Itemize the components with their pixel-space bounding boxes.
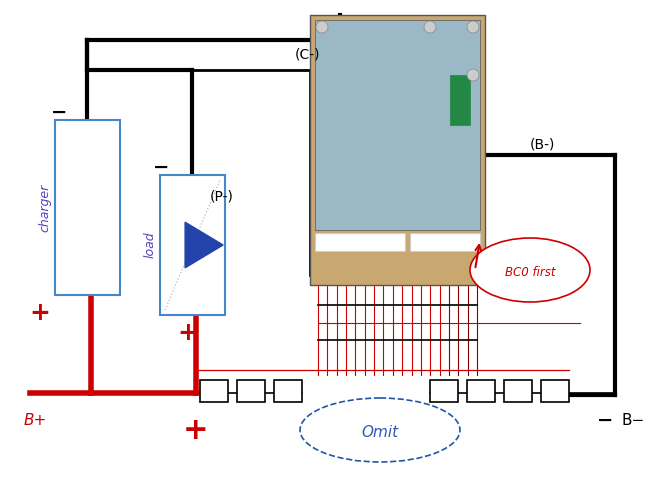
Text: +: + <box>177 321 198 345</box>
Bar <box>200 380 228 402</box>
Circle shape <box>424 21 436 33</box>
Bar <box>315 20 480 230</box>
Text: (B-): (B-) <box>530 137 556 151</box>
Text: +: + <box>183 416 209 445</box>
Text: (P-): (P-) <box>210 189 234 203</box>
Ellipse shape <box>300 398 460 462</box>
Text: −: − <box>52 103 68 122</box>
Ellipse shape <box>470 238 590 302</box>
Bar <box>450 75 470 125</box>
Bar <box>274 380 302 402</box>
Text: +: + <box>29 301 50 325</box>
Circle shape <box>316 21 328 33</box>
Bar <box>410 233 480 251</box>
Bar <box>504 380 532 402</box>
Text: −: − <box>153 157 169 176</box>
Bar <box>55 120 120 295</box>
Polygon shape <box>185 222 223 268</box>
Bar <box>160 175 225 315</box>
Text: BC0 first: BC0 first <box>505 265 556 278</box>
Text: charger: charger <box>38 183 52 232</box>
Bar <box>430 380 458 402</box>
Text: load: load <box>143 232 156 259</box>
Circle shape <box>467 21 479 33</box>
Text: Omit: Omit <box>361 424 398 439</box>
Text: B+: B+ <box>23 413 47 428</box>
Text: (C-): (C-) <box>295 47 321 61</box>
Bar <box>467 380 495 402</box>
Bar <box>237 380 265 402</box>
Circle shape <box>467 69 479 81</box>
Bar <box>310 15 485 285</box>
Bar <box>315 233 405 251</box>
Bar <box>541 380 569 402</box>
Text: B−: B− <box>621 413 645 428</box>
Text: −: − <box>597 411 613 430</box>
